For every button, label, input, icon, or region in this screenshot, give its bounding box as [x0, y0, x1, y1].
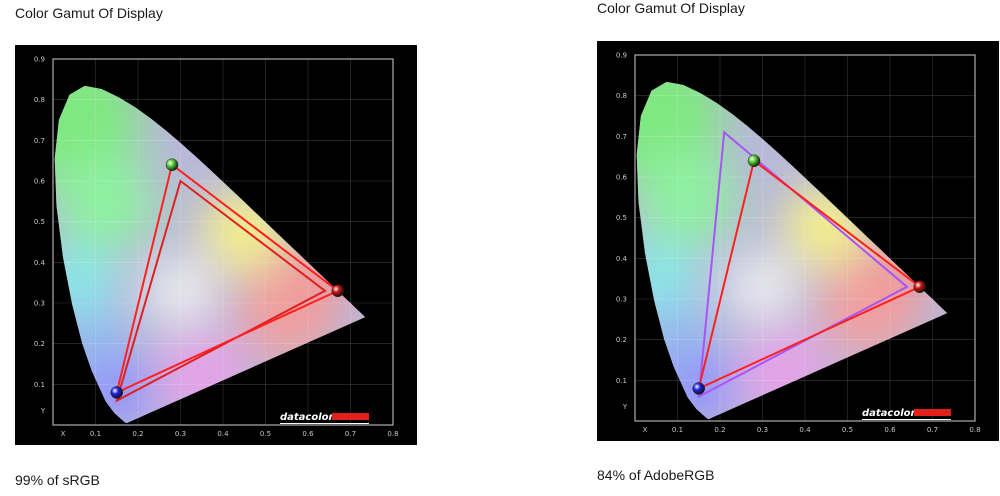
primary-point	[747, 154, 761, 167]
y-tick-label: 0.4	[34, 259, 46, 267]
y-tick-label: 0.4	[616, 255, 628, 263]
x-tick-label: 0.6	[884, 426, 896, 434]
panel-title: Color Gamut Of Display	[15, 5, 163, 21]
x-tick-label: 0.5	[842, 426, 853, 434]
x-tick-label: 0.8	[387, 430, 398, 438]
y-tick-label: 0.8	[34, 96, 45, 104]
gamut-coverage-caption: 84% of AdobeRGB	[597, 467, 715, 483]
y-tick-label: 0.7	[616, 133, 627, 141]
x-tick-label: 0.7	[345, 430, 356, 438]
gamut-triangle	[697, 130, 909, 399]
chromaticity-background	[54, 85, 366, 424]
x-tick-label: 0.3	[757, 426, 768, 434]
plot-frame	[634, 54, 976, 422]
x-tick-label: 0.4	[799, 426, 811, 434]
x-tick-label: 0.2	[132, 430, 143, 438]
x-tick-label: 0.5	[260, 430, 271, 438]
y-tick-label: 0.2	[34, 340, 45, 348]
x-tick-label: 0.7	[927, 426, 938, 434]
cie-chromaticity-chart: 0.1 0.2 0.3 0.4 0.5 0.6 0.7 0.8 0.1 0.2 0.3 0.4 0.5 0…	[616, 52, 981, 435]
datacolor-logo-bar	[914, 409, 951, 416]
y-tick-label: 0.6	[616, 174, 628, 182]
datacolor-logo-bar	[332, 413, 369, 420]
primary-point	[692, 382, 705, 395]
x-tick-label: 0.6	[302, 430, 314, 438]
y-tick-label: 0.8	[616, 92, 627, 100]
y-tick-label: 0.5	[34, 218, 45, 226]
panel-title: Color Gamut Of Display	[597, 0, 745, 16]
y-tick-label: 0.5	[616, 214, 627, 222]
y-tick-label: 0.1	[34, 381, 45, 389]
gamut-triangle	[115, 162, 340, 395]
gamut-coverage-caption: 99% of sRGB	[15, 472, 100, 488]
plot-frame	[52, 58, 394, 426]
gamut-plot: 0.1 0.2 0.3 0.4 0.5 0.6 0.7 0.8 0.1 0.2 0.3 0.4 0.5 0…	[597, 41, 999, 441]
y-axis-label: Y	[622, 403, 628, 411]
datacolor-logo: datacolor	[862, 408, 917, 419]
y-tick-label: 0.9	[616, 52, 627, 60]
y-tick-label: 0.9	[34, 56, 45, 64]
gamut-triangle	[115, 179, 327, 403]
chromaticity-background	[636, 81, 948, 420]
primary-point	[913, 280, 926, 294]
x-tick-label: 0.1	[672, 426, 683, 434]
datacolor-logo: datacolor	[280, 412, 335, 423]
y-tick-label: 0.1	[616, 377, 627, 385]
grid	[53, 58, 394, 425]
gamut-plot: 0.1 0.2 0.3 0.4 0.5 0.6 0.7 0.8 0.1 0.2 0.3 0.4 0.5 0…	[15, 45, 417, 445]
y-tick-label: 0.7	[34, 137, 45, 145]
primary-point	[331, 284, 344, 298]
x-tick-label: 0.3	[175, 430, 186, 438]
x-tick-label: 0.2	[714, 426, 725, 434]
x-axis-label: X	[643, 426, 648, 434]
y-axis-label: Y	[40, 407, 46, 415]
x-tick-label: 0.8	[969, 426, 980, 434]
y-tick-label: 0.6	[34, 178, 46, 186]
y-tick-label: 0.2	[616, 336, 627, 344]
gamut-triangle	[697, 158, 922, 391]
primary-point	[110, 386, 123, 399]
x-tick-label: 0.1	[90, 430, 101, 438]
primary-point	[165, 158, 179, 171]
x-tick-label: 0.4	[217, 430, 229, 438]
y-tick-label: 0.3	[616, 296, 627, 304]
cie-chromaticity-chart: 0.1 0.2 0.3 0.4 0.5 0.6 0.7 0.8 0.1 0.2 0.3 0.4 0.5 0…	[34, 56, 399, 439]
x-axis-label: X	[61, 430, 66, 438]
y-tick-label: 0.3	[34, 300, 45, 308]
